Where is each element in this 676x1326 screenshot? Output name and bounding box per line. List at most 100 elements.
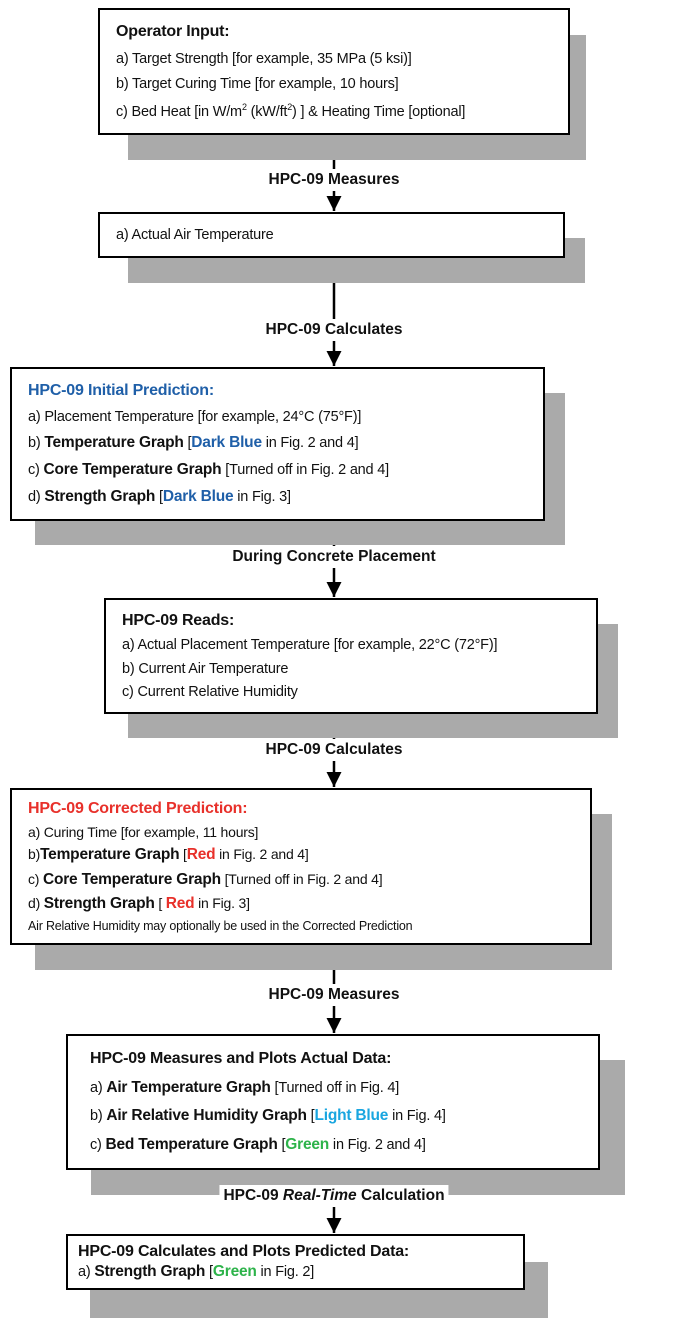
text: [ [277, 1136, 286, 1153]
step-line: a) Placement Temperature [for example, 2… [28, 409, 527, 425]
step-line: c) Current Relative Humidity [122, 684, 580, 700]
step-box: Operator Input: a) Target Strength [for … [98, 8, 570, 135]
step-line: c) Core Temperature Graph [Turned off in… [28, 461, 527, 479]
step-line: b) Current Air Temperature [122, 661, 580, 677]
text: c) [28, 870, 43, 887]
text: d) [28, 894, 44, 911]
text: d) [28, 489, 45, 505]
step-line: a) Actual Air Temperature [116, 227, 547, 243]
sup: 2 [241, 101, 247, 112]
text: in Fig. 3] [233, 489, 291, 505]
text: [Turned off in Fig. 2 and 4] [220, 870, 383, 887]
text: [Turned off in Fig. 4] [270, 1079, 400, 1096]
connector-label: HPC-09 Real-Time Calculation [219, 1185, 449, 1207]
step-box: HPC-09 Corrected Prediction: a) Curing T… [10, 788, 592, 945]
text: b) [90, 1108, 107, 1125]
text: Bed Temperature Graph [105, 1135, 278, 1153]
step-box: HPC-09 Initial Prediction: a) Placement … [10, 367, 545, 521]
text: Strength Graph [44, 488, 156, 505]
text: Red [186, 846, 216, 864]
text: in Fig. 2] [256, 1264, 315, 1281]
step-line: c) Bed Temperature Graph [Green in Fig. … [90, 1136, 582, 1154]
text: [ [179, 846, 187, 863]
text: a) Target Strength [for example, 35 MPa … [116, 50, 412, 67]
text: a) Actual Placement Temperature [for exa… [122, 637, 498, 654]
text: [ [205, 1264, 213, 1281]
step-box: a) Actual Air Temperature [98, 212, 565, 258]
sup: 2 [287, 101, 293, 112]
text: Temperature Graph [44, 434, 184, 451]
text: [ [154, 894, 166, 911]
text: Core Temperature Graph [43, 461, 222, 478]
step-line: Air Relative Humidity may optionally be … [28, 919, 574, 933]
connector-label: HPC-09 Measures [264, 169, 404, 191]
text: a) [90, 1079, 107, 1096]
text: Dark Blue [162, 488, 234, 505]
text: Temperature Graph [40, 846, 180, 864]
text: Calculation [356, 1187, 445, 1204]
text: a) Placement Temperature [for example, 2… [28, 409, 362, 425]
step-line: a) Actual Placement Temperature [for exa… [122, 637, 580, 653]
text: in Fig. 2 and 4] [215, 846, 309, 863]
text: HPC-09 Measures [268, 986, 400, 1003]
text: b) [28, 435, 45, 451]
text: During Concrete Placement [232, 548, 436, 565]
text: Red [165, 894, 195, 912]
step-box: HPC-09 Measures and Plots Actual Data: a… [66, 1034, 600, 1170]
step-box: HPC-09 Calculates and Plots Predicted Da… [66, 1234, 525, 1290]
step-line: a) Target Strength [for example, 35 MPa … [116, 51, 552, 67]
text: Core Temperature Graph [42, 870, 221, 888]
text: HPC-09 Measures [268, 171, 400, 188]
text: b) Current Air Temperature [122, 660, 289, 677]
text: Strength Graph [43, 894, 155, 912]
step-line: a) Strength Graph [Green in Fig. 2] [78, 1263, 507, 1281]
text: (kW/ft [246, 103, 288, 120]
text: in Fig. 4] [388, 1108, 446, 1125]
text: Air Relative Humidity may optionally be … [28, 918, 413, 933]
step-line: b) Target Curing Time [for example, 10 h… [116, 76, 552, 92]
step-title: HPC-09 Measures and Plots Actual Data: [90, 1050, 392, 1068]
text: b) [28, 846, 41, 863]
step-box: HPC-09 Reads: a) Actual Placement Temper… [104, 598, 598, 714]
text: [ [306, 1108, 315, 1125]
text: Air Temperature Graph [106, 1078, 271, 1096]
step-line: b) Air Relative Humidity Graph [Light Bl… [90, 1107, 582, 1125]
text: a) Curing Time [for example, 11 hours] [28, 824, 259, 841]
text: Dark Blue [191, 434, 262, 451]
text: HPC-09 Calculates [265, 321, 403, 338]
step-line: d) Strength Graph [Dark Blue in Fig. 3] [28, 488, 527, 506]
text: Light Blue [314, 1107, 389, 1125]
text: c) [28, 462, 44, 478]
step-title: HPC-09 Calculates and Plots Predicted Da… [78, 1242, 410, 1260]
text: Green [212, 1263, 257, 1281]
text: Green [285, 1135, 330, 1153]
step-title: HPC-09 Initial Prediction: [28, 382, 214, 399]
text: Real-Time [282, 1187, 357, 1204]
text: in Fig. 2 and 4] [329, 1136, 426, 1153]
step-line: a) Curing Time [for example, 11 hours] [28, 824, 574, 840]
step-line: b) Temperature Graph [Dark Blue in Fig. … [28, 434, 527, 452]
step-line: c) Bed Heat [in W/m2 (kW/ft2) ] & Heatin… [116, 102, 552, 120]
connector-label: During Concrete Placement [228, 546, 440, 568]
step-title: Operator Input: [116, 23, 230, 41]
text: in Fig. 3] [194, 894, 250, 911]
text: b) Target Curing Time [for example, 10 h… [116, 76, 399, 93]
text: HPC-09 Calculates [265, 741, 403, 758]
text: [Turned off in Fig. 2 and 4] [221, 462, 389, 478]
text: c) Bed Heat [in W/m [116, 103, 242, 120]
text: ) ] & Heating Time [optional] [292, 103, 466, 120]
step-line: a) Air Temperature Graph [Turned off in … [90, 1079, 582, 1097]
text: HPC-09 [223, 1187, 283, 1204]
text: a) [78, 1264, 95, 1281]
text: [ [183, 435, 192, 451]
text: a) Actual Air Temperature [116, 227, 274, 243]
text: Air Relative Humidity Graph [106, 1107, 307, 1125]
connector-label: HPC-09 Measures [264, 984, 404, 1006]
text: Strength Graph [94, 1263, 206, 1281]
text: c) [90, 1136, 106, 1153]
step-line: c) Core Temperature Graph [Turned off in… [28, 871, 574, 889]
text: in Fig. 2 and 4] [261, 435, 359, 451]
text: c) Current Relative Humidity [122, 684, 298, 701]
step-title: HPC-09 Corrected Prediction: [28, 800, 248, 818]
step-line: b)Temperature Graph [Red in Fig. 2 and 4… [28, 846, 574, 864]
